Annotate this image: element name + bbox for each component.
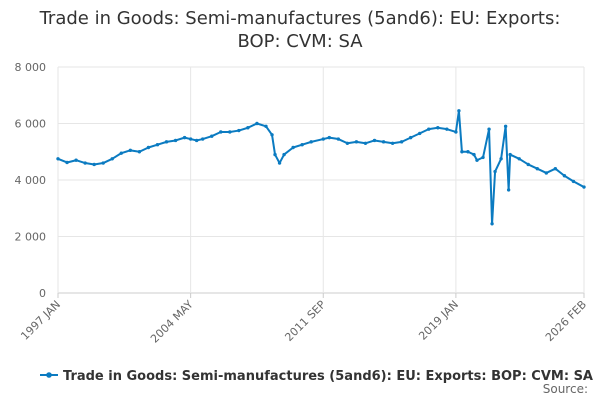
data-point-0-33 (327, 135, 331, 140)
data-point-0-26 (273, 152, 277, 157)
data-point-0-55 (490, 222, 494, 226)
data-point-0-53 (481, 155, 485, 160)
y-tick-label-1: 2 000 (15, 231, 47, 244)
data-point-0-16 (194, 138, 199, 143)
data-point-0-13 (173, 138, 178, 143)
data-point-0-31 (309, 140, 313, 144)
data-point-0-25 (270, 133, 274, 137)
series-group (56, 109, 586, 226)
chart-title-line-1: Trade in Goods: Semi-manufactures (5and6… (39, 8, 561, 29)
x-tick-label-0: 1997 JAN (18, 298, 63, 343)
data-point-0-18 (210, 134, 214, 138)
data-point-0-4 (92, 162, 96, 167)
gridlines (57, 66, 585, 294)
data-point-0-30 (300, 142, 304, 147)
data-point-0-46 (445, 127, 449, 131)
data-point-0-9 (137, 150, 142, 154)
data-point-0-6 (110, 157, 114, 161)
data-point-0-37 (363, 141, 368, 145)
data-point-0-41 (399, 140, 404, 144)
data-point-0-54 (487, 127, 491, 131)
y-tick-label-4: 8 000 (15, 61, 47, 74)
data-point-0-1 (65, 160, 69, 165)
y-tick-label-2: 4 000 (15, 174, 47, 187)
data-point-0-65 (553, 167, 558, 171)
y-axis-ticks: 0 2 000 4 000 6 000 8 000 (15, 61, 47, 300)
y-tick-label-0: 0 (39, 287, 46, 300)
data-point-0-2 (74, 158, 78, 162)
data-point-0-28 (282, 152, 286, 157)
data-point-0-63 (535, 167, 539, 171)
data-point-0-14 (182, 135, 187, 140)
data-point-0-11 (155, 142, 160, 147)
data-point-0-51 (472, 152, 476, 157)
data-point-0-44 (427, 127, 431, 131)
data-point-0-47 (454, 130, 458, 134)
data-point-0-50 (466, 150, 470, 154)
data-point-0-42 (408, 135, 413, 140)
data-point-0-45 (436, 126, 440, 130)
data-point-0-24 (264, 124, 268, 129)
data-point-0-5 (101, 161, 105, 165)
data-point-0-29 (291, 145, 295, 150)
x-tick-label-3: 2019 JAN (416, 298, 461, 343)
data-point-0-64 (544, 171, 549, 175)
data-point-0-39 (381, 140, 386, 144)
data-point-0-0 (56, 157, 60, 161)
data-point-0-23 (255, 121, 259, 126)
data-point-0-21 (237, 128, 241, 133)
data-point-0-56 (493, 169, 497, 174)
data-point-0-58 (503, 124, 508, 129)
x-tick-label-1: 2004 MAY (148, 298, 196, 346)
data-point-0-40 (390, 141, 395, 145)
data-point-0-27 (277, 161, 282, 165)
data-point-0-43 (418, 131, 422, 136)
data-point-0-38 (372, 138, 377, 143)
data-point-0-61 (517, 157, 521, 161)
data-point-0-8 (128, 148, 133, 153)
source-label: Source: (543, 382, 588, 396)
data-point-0-62 (526, 162, 530, 167)
legend: Trade in Goods: Semi-manufactures (5and6… (40, 369, 593, 384)
data-point-0-66 (562, 174, 567, 178)
data-point-0-22 (246, 126, 250, 130)
chart-title-line-2: BOP: CVM: SA (237, 31, 363, 52)
x-tick-label-2: 2011 SEP (282, 298, 328, 344)
data-point-0-34 (336, 137, 341, 141)
data-point-0-60 (508, 152, 512, 157)
data-point-0-17 (200, 137, 205, 141)
data-point-0-3 (83, 161, 87, 165)
data-point-0-35 (345, 141, 350, 145)
data-point-0-7 (119, 151, 124, 155)
data-point-0-49 (460, 150, 464, 154)
data-point-0-67 (571, 179, 576, 184)
data-point-0-12 (164, 140, 169, 144)
data-point-0-19 (219, 130, 223, 134)
data-point-0-15 (188, 137, 193, 141)
data-point-0-68 (582, 185, 586, 189)
y-tick-label-3: 6 000 (15, 118, 47, 131)
legend-point-marker (46, 372, 52, 378)
data-point-0-10 (146, 145, 151, 150)
data-point-0-57 (499, 157, 503, 161)
data-point-0-48 (457, 109, 461, 113)
data-point-0-20 (228, 130, 232, 134)
data-point-0-36 (354, 140, 359, 144)
data-point-0-59 (506, 188, 511, 192)
x-axis-ticks: 1997 JAN 2004 MAY 2011 SEP 2019 JAN 2026 FEB (18, 293, 589, 346)
x-tick-label-4: 2026 FEB (543, 298, 589, 344)
legend-label: Trade in Goods: Semi-manufactures (5and6… (63, 369, 593, 384)
data-point-0-52 (475, 158, 479, 162)
data-point-0-32 (321, 137, 325, 141)
